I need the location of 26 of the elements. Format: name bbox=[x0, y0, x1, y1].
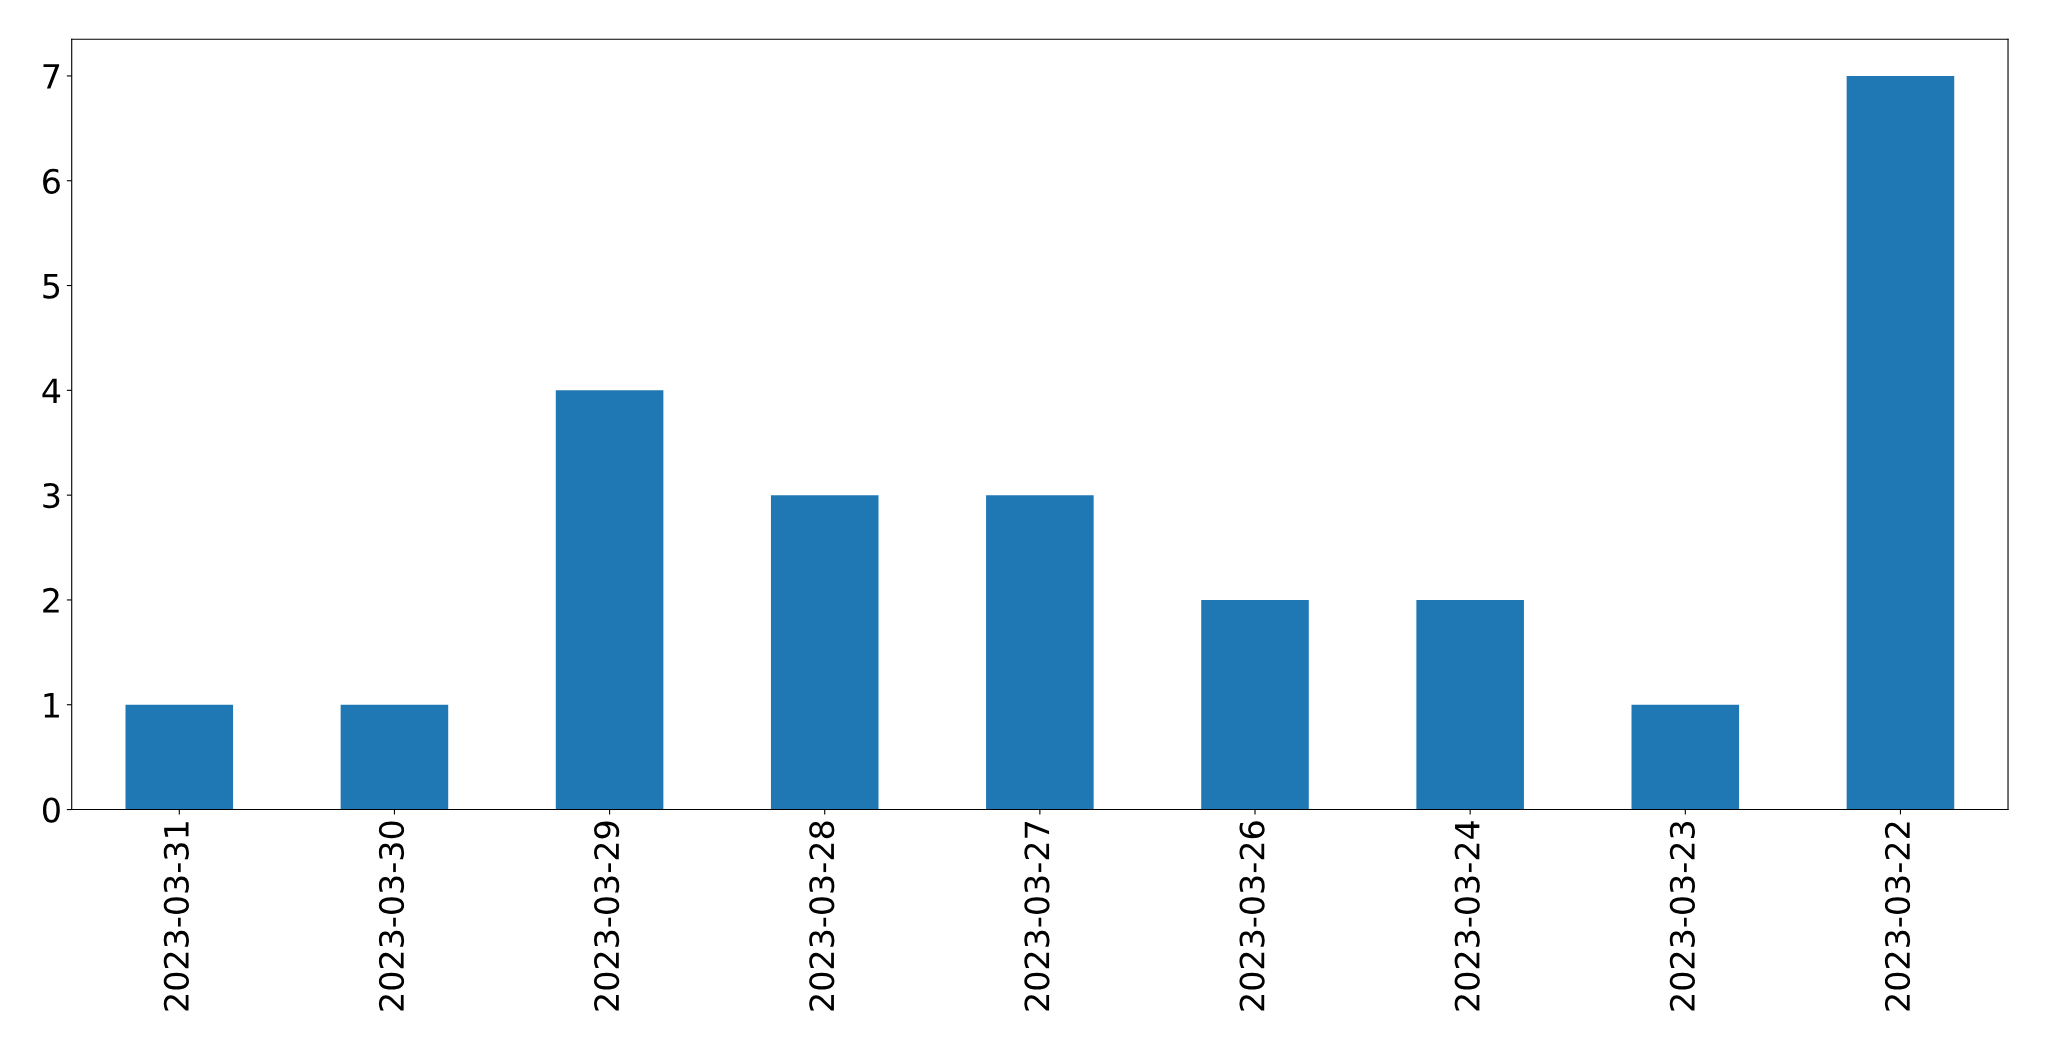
x-tick-label: 2023-03-24 bbox=[1454, 821, 1480, 1011]
y-tick-label: 5 bbox=[43, 273, 60, 299]
y-tick-label: 6 bbox=[43, 168, 60, 194]
bar bbox=[125, 704, 234, 810]
bar bbox=[1201, 599, 1309, 810]
y-tick-label: 1 bbox=[44, 693, 59, 718]
y-tick-label: 2 bbox=[43, 587, 59, 613]
x-tick-label: 2023-03-31 bbox=[163, 822, 189, 1011]
y-tick-label: 7 bbox=[43, 64, 60, 89]
bar bbox=[1631, 704, 1740, 810]
bar bbox=[770, 495, 879, 810]
bar bbox=[1416, 599, 1524, 810]
x-tick-label: 2023-03-26 bbox=[1239, 821, 1265, 1011]
y-tick-label: 4 bbox=[42, 378, 61, 403]
bar bbox=[340, 704, 449, 810]
y-tick-label: 3 bbox=[43, 483, 60, 509]
bar bbox=[555, 390, 664, 810]
bar bbox=[1846, 75, 1955, 810]
x-tick-label: 2023-03-29 bbox=[594, 821, 620, 1011]
x-tick-label: 2023-03-22 bbox=[1884, 822, 1911, 1011]
x-tick-label: 2023-03-23 bbox=[1669, 821, 1695, 1011]
y-tick-label: 0 bbox=[42, 797, 60, 823]
bar bbox=[986, 495, 1094, 810]
x-tick-label: 2023-03-27 bbox=[1024, 822, 1050, 1011]
x-tick-label: 2023-03-30 bbox=[378, 821, 405, 1011]
x-tick-label: 2023-03-28 bbox=[809, 821, 835, 1011]
